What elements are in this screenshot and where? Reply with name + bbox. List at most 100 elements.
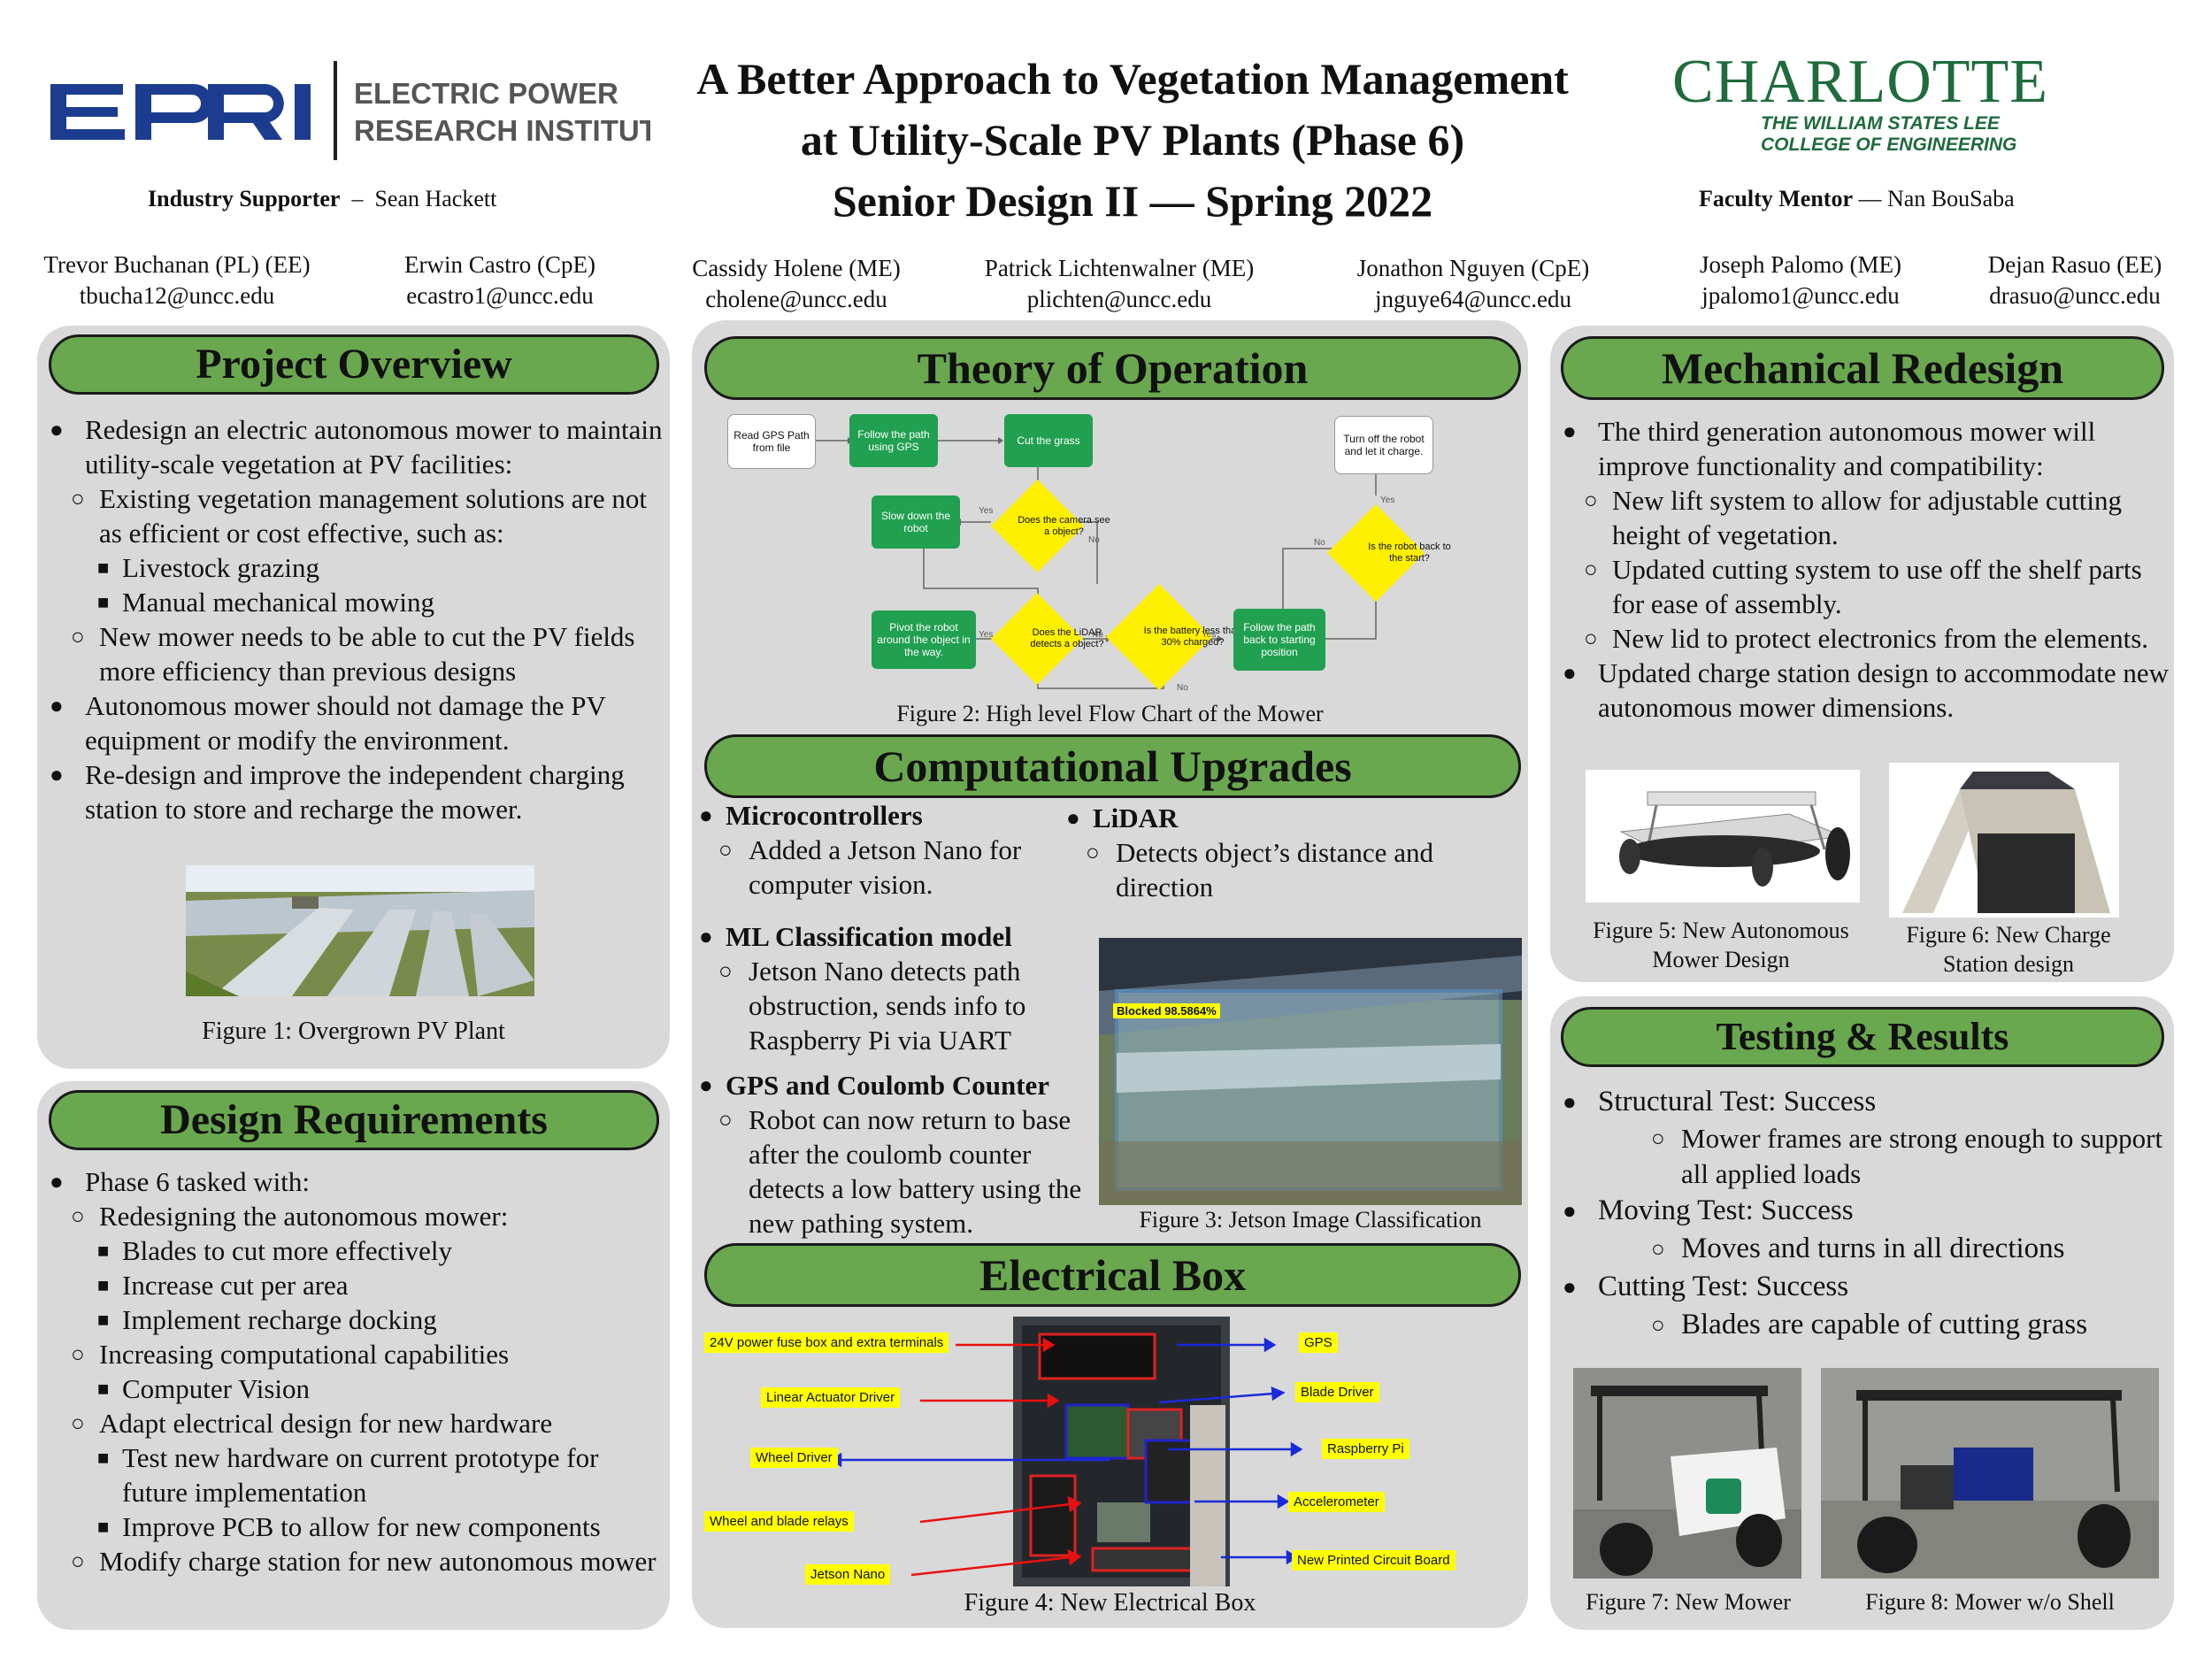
flow-no-label: No bbox=[1177, 683, 1188, 693]
electrical-heading: Electrical Box bbox=[704, 1243, 1521, 1307]
figure-1-caption: Figure 1: Overgrown PV Plant bbox=[202, 1018, 505, 1045]
testing-list: ● Structural Test: Success ○ Mower frames … bbox=[1559, 1083, 2170, 1344]
computational-list: ● Microcontrollers ○ Added a Jetson Nano f… bbox=[699, 798, 1106, 1240]
list-item: ● Microcontrollers bbox=[699, 800, 923, 831]
flow-read-gps: Read GPS Path from file bbox=[727, 414, 816, 469]
theory-heading: Theory of Operation bbox=[704, 336, 1521, 400]
list-item: ● Autonomous mower should not damage the … bbox=[50, 690, 606, 756]
label-linear-actuator: Linear Actuator Driver bbox=[761, 1387, 901, 1408]
industry-supporter-name: Sean Hackett bbox=[374, 186, 497, 211]
title-line-3: Senior Design II — Spring 2022 bbox=[832, 176, 1433, 226]
list-item: ○ Detects object’s distance and direction bbox=[1086, 837, 1433, 902]
list-item: ○ New lift system to allow for adjustable… bbox=[1584, 485, 2122, 550]
team-member: Trevor Buchanan (PL) (EE) tbucha12@uncc.e… bbox=[43, 251, 311, 309]
mechanical-list: ● The third generation autonomous mower w… bbox=[1559, 414, 2170, 725]
list-item: ● LiDAR bbox=[1066, 803, 1179, 833]
flow-cut-grass: Cut the grass bbox=[1004, 414, 1093, 467]
design-requirements-list: ● Phase 6 tasked with: ○ Redesigning the a… bbox=[46, 1164, 665, 1578]
list-item: ● The third generation autonomous mower w… bbox=[1563, 416, 2096, 481]
flow-yes-label: Yes bbox=[979, 506, 994, 516]
figure-2-caption: Figure 2: High level Flow Chart of the M… bbox=[896, 701, 1324, 726]
flow-robot-back-decision: Is the robot back to the start? bbox=[1327, 504, 1451, 602]
charge-station-render bbox=[1889, 763, 2119, 918]
flow-follow-back: Follow the path back to starting positio… bbox=[1233, 609, 1325, 671]
flow-pivot: Pivot the robot around the object in the… bbox=[872, 611, 976, 669]
flow-follow-path: Follow the path using GPS bbox=[849, 414, 938, 467]
svg-text:RESEARCH INSTITUTE: RESEARCH INSTITUTE bbox=[354, 114, 650, 147]
figure-7-caption: Figure 7: New Mower bbox=[1586, 1589, 1791, 1615]
list-item: ■ Implement recharge docking bbox=[97, 1304, 437, 1335]
label-relays: Wheel and blade relays bbox=[704, 1511, 854, 1532]
list-item: ● Cutting Test: Success bbox=[1563, 1271, 1849, 1302]
flow-yes-label: Yes bbox=[1380, 495, 1395, 505]
epri-logo: ELECTRIC POWER RESEARCH INSTITUTE bbox=[49, 58, 677, 164]
figure-6-caption: Figure 6: New Charge Station design bbox=[1906, 922, 2111, 977]
title-line-2: at Utility-Scale PV Plants (Phase 6) bbox=[800, 115, 1465, 165]
team-member: Erwin Castro (CpE) ecastro1@uncc.edu bbox=[404, 251, 595, 309]
design-requirements-panel bbox=[37, 1081, 670, 1630]
list-item: ■ Increase cut per area bbox=[97, 1270, 349, 1301]
svg-text:ELECTRIC POWER: ELECTRIC POWER bbox=[354, 77, 618, 110]
team-member: Patrick Lichtenwalner (ME) plichten@uncc.… bbox=[984, 255, 1255, 312]
charlotte-name: CHARLOTTE bbox=[1672, 48, 2049, 116]
list-item: ○ Adapt electrical design for new hardwar… bbox=[71, 1408, 553, 1439]
detection-label: Blocked 98.5864% bbox=[1113, 1003, 1220, 1018]
figure-5-caption: Figure 5: New Autonomous Mower Design bbox=[1593, 918, 1849, 972]
testing-heading: Testing & Results bbox=[1561, 1007, 2164, 1067]
list-item: ● GPS and Coulomb Counter bbox=[699, 1070, 1050, 1101]
list-item: ■ Manual mechanical mowing bbox=[97, 587, 434, 618]
jetson-classification-photo: Blocked 98.5864% bbox=[1099, 938, 1522, 1205]
faculty-mentor-name: Nan BouSaba bbox=[1887, 186, 2015, 211]
flow-battery-decision: Is the battery less than 30% charged? bbox=[1106, 584, 1241, 690]
list-item: ● Phase 6 tasked with: bbox=[50, 1166, 310, 1197]
figure-3-caption: Figure 3: Jetson Image Classification bbox=[1139, 1207, 1482, 1233]
list-item: ○ Updated cutting system to use off the s… bbox=[1584, 554, 2142, 619]
list-item: ■ Improve PCB to allow for new components bbox=[97, 1511, 601, 1542]
list-item: ● Updated charge station design to accomm… bbox=[1563, 657, 2170, 723]
list-item: ○ Blades are capable of cutting grass bbox=[1651, 1309, 2088, 1340]
list-item: ○ Increasing computational capabilities bbox=[71, 1339, 510, 1370]
list-item: ● Structural Test: Success bbox=[1563, 1086, 1877, 1118]
team-member: Dejan Rasuo (EE) drasuo@uncc.edu bbox=[1987, 251, 2162, 309]
flow-yes-label: Yes bbox=[1202, 630, 1217, 640]
mechanical-heading: Mechanical Redesign bbox=[1561, 336, 2164, 400]
industry-supporter: Industry Supporter – Sean Hackett bbox=[148, 186, 497, 211]
charlotte-sub-2: COLLEGE OF ENGINEERING bbox=[1761, 134, 2017, 155]
faculty-mentor: Faculty Mentor — Nan BouSaba bbox=[1699, 186, 2015, 211]
team-member: Joseph Palomo (ME) jpalomo1@uncc.edu bbox=[1700, 251, 1901, 309]
label-accelerometer: Accelerometer bbox=[1288, 1492, 1385, 1512]
label-jetson-nano: Jetson Nano bbox=[805, 1564, 891, 1585]
label-pcb: New Printed Circuit Board bbox=[1292, 1550, 1455, 1571]
team-member: Jonathon Nguyen (CpE) jnguye64@uncc.edu bbox=[1356, 255, 1590, 312]
list-item: ○ Modify charge station for new autonomou… bbox=[71, 1546, 657, 1577]
list-item: ○ Moves and turns in all directions bbox=[1651, 1233, 2065, 1264]
flow-camera-decision: Does the camera see a object? bbox=[991, 480, 1110, 572]
label-wheel-driver: Wheel Driver bbox=[750, 1448, 838, 1468]
project-overview-heading: Project Overview bbox=[49, 334, 659, 395]
flow-yes-label: Yes bbox=[979, 630, 994, 640]
poster-title: A Better Approach to Vegetation Manageme… bbox=[619, 49, 1646, 232]
list-item: ○ New lid to protect electronics from the… bbox=[1584, 623, 2149, 654]
mower-no-shell-photo bbox=[1821, 1368, 2159, 1578]
list-item: ○ Jetson Nano detects path obstruction, s… bbox=[718, 956, 1026, 1056]
mower-cad-render bbox=[1586, 770, 1860, 902]
flow-no-label: No bbox=[1314, 538, 1325, 548]
charlotte-logo: CHARLOTTE THE WILLIAM STATES LEE COLLEGE… bbox=[1672, 51, 2070, 156]
list-item: ■ Test new hardware on current prototype … bbox=[97, 1442, 599, 1508]
list-item: ■ Livestock grazing bbox=[97, 552, 319, 583]
list-item: ○ Robot can now return to base after the … bbox=[718, 1104, 1082, 1239]
figure-4-caption: Figure 4: New Electrical Box bbox=[964, 1589, 1256, 1617]
list-item: ● Re-design and improve the independent c… bbox=[50, 759, 625, 825]
computational-heading: Computational Upgrades bbox=[704, 734, 1521, 798]
design-requirements-heading: Design Requirements bbox=[49, 1090, 659, 1150]
electrical-arrows bbox=[829, 1337, 1303, 1577]
electrical-box-photo bbox=[1013, 1317, 1230, 1586]
charlotte-sub-1: THE WILLIAM STATES LEE bbox=[1761, 113, 2000, 134]
lidar-list: ● LiDAR ○ Detects object’s distance and di… bbox=[1066, 801, 1473, 904]
flow-lidar-decision: Does the LiDAR detects a object? bbox=[991, 593, 1104, 685]
list-item: ● Redesign an electric autonomous mower t… bbox=[50, 414, 663, 480]
list-item: ● Moving Test: Success bbox=[1563, 1194, 1854, 1226]
label-fuse-box: 24V power fuse box and extra terminals bbox=[704, 1333, 949, 1353]
new-mower-photo bbox=[1573, 1368, 1801, 1578]
pv-plant-photo bbox=[186, 865, 534, 996]
